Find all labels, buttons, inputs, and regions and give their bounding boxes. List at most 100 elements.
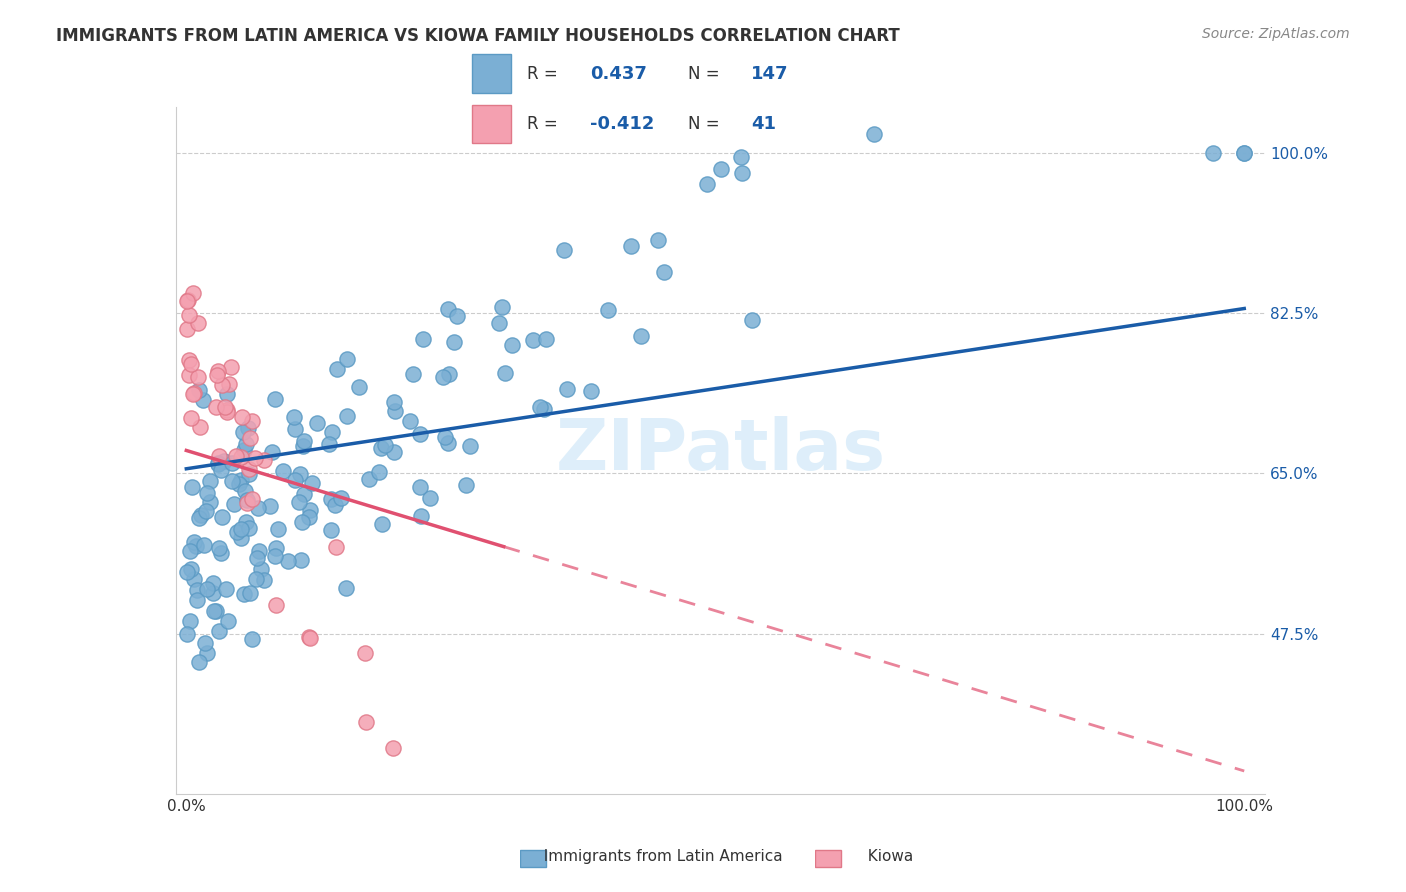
Point <box>596 303 619 318</box>
Point <box>284 422 307 436</box>
Text: 147: 147 <box>751 64 789 82</box>
Point <box>191 393 214 408</box>
Point <box>232 425 254 439</box>
Point <box>381 741 404 756</box>
Point <box>292 487 315 501</box>
Point <box>325 362 347 376</box>
Point <box>177 293 200 307</box>
Point <box>411 508 433 523</box>
Point <box>200 474 222 488</box>
Point <box>180 357 202 371</box>
Point <box>620 238 643 252</box>
Point <box>553 243 575 257</box>
Point <box>180 562 202 576</box>
Point <box>207 368 229 383</box>
Point <box>652 265 675 279</box>
Point <box>239 431 262 445</box>
Point <box>491 301 513 315</box>
FancyBboxPatch shape <box>472 104 512 143</box>
Point <box>290 553 312 567</box>
Point <box>262 445 284 459</box>
Point <box>180 411 202 425</box>
Point <box>225 449 247 463</box>
Point <box>370 441 392 455</box>
Point <box>235 483 257 498</box>
Point <box>412 332 434 346</box>
Point <box>187 384 209 398</box>
Point <box>183 385 205 400</box>
Point <box>529 401 551 415</box>
Point <box>436 301 458 316</box>
Point <box>228 477 250 491</box>
Point <box>741 313 763 327</box>
Point <box>217 387 239 401</box>
Text: ZIPatlas: ZIPatlas <box>555 416 886 485</box>
Point <box>533 402 555 417</box>
Point <box>264 541 287 556</box>
FancyBboxPatch shape <box>520 849 546 867</box>
Point <box>1233 145 1256 160</box>
Point <box>211 546 233 560</box>
Point <box>193 539 215 553</box>
Point <box>195 582 218 596</box>
Point <box>195 486 218 500</box>
Point <box>267 522 290 536</box>
Point <box>238 521 260 535</box>
Point <box>177 368 200 382</box>
Point <box>409 480 432 494</box>
Point <box>730 150 752 164</box>
Point <box>187 370 209 384</box>
Point <box>183 534 205 549</box>
Point <box>647 233 669 247</box>
Point <box>179 352 201 367</box>
Point <box>186 582 208 597</box>
Point <box>370 516 392 531</box>
Point <box>247 500 270 515</box>
Point <box>336 351 359 366</box>
Point <box>307 416 329 430</box>
Point <box>186 592 208 607</box>
Point <box>359 472 381 486</box>
Point <box>298 631 321 645</box>
Point <box>437 435 460 450</box>
Point <box>222 497 245 511</box>
Point <box>384 404 406 418</box>
Point <box>188 655 211 669</box>
Point <box>225 525 247 540</box>
Point <box>382 444 405 458</box>
Point <box>239 585 262 599</box>
Point <box>221 456 243 470</box>
Point <box>238 467 260 481</box>
Point <box>229 473 252 487</box>
Point <box>1201 145 1223 160</box>
Point <box>236 492 259 507</box>
Point <box>710 162 733 177</box>
Point <box>188 419 211 434</box>
Point <box>202 576 225 591</box>
Point <box>579 384 602 398</box>
Point <box>176 293 198 308</box>
FancyBboxPatch shape <box>472 54 512 93</box>
Point <box>291 515 314 529</box>
Point <box>432 369 454 384</box>
Point <box>229 450 252 464</box>
Point <box>323 498 346 512</box>
Point <box>488 316 510 330</box>
Point <box>446 309 468 323</box>
Point <box>205 604 228 618</box>
Point <box>347 380 370 394</box>
Point <box>217 615 239 629</box>
Point <box>180 480 202 494</box>
Point <box>495 366 517 380</box>
Point <box>235 515 257 529</box>
Point <box>321 425 343 440</box>
Point <box>208 541 231 555</box>
Point <box>179 308 201 322</box>
Text: N =: N = <box>689 115 720 133</box>
Point <box>399 414 422 428</box>
Point <box>212 454 235 468</box>
Point <box>198 495 221 509</box>
Point <box>209 463 232 477</box>
Text: Kiowa: Kiowa <box>858 849 912 863</box>
Point <box>354 646 377 660</box>
